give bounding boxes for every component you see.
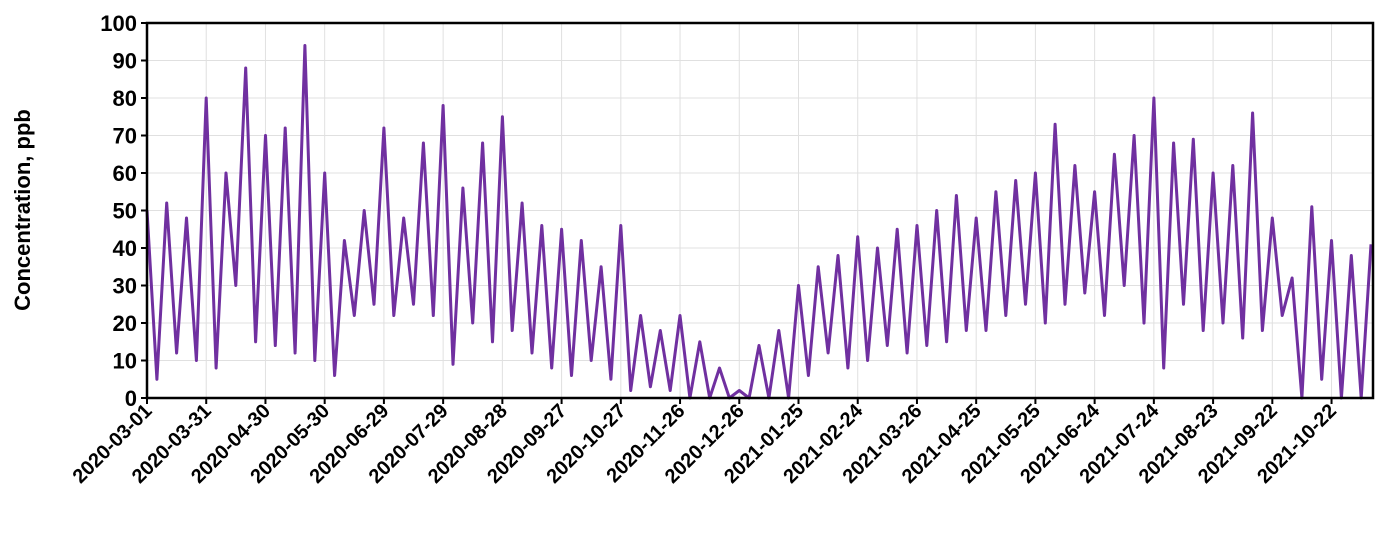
y-tick-label: 60	[113, 161, 137, 186]
y-tick-label: 40	[113, 236, 137, 261]
data-line	[145, 44, 1373, 400]
y-tick-label: 70	[113, 124, 137, 149]
y-tick-label: 0	[125, 386, 137, 411]
y-axis-label: Concentration, ppb	[10, 109, 35, 311]
y-tick-label: 100	[100, 11, 137, 36]
y-tick-label: 30	[113, 274, 137, 299]
y-tick-label: 20	[113, 311, 137, 336]
y-tick-label: 90	[113, 49, 137, 74]
plot-frame	[145, 21, 1375, 400]
y-tick-label: 80	[113, 86, 137, 111]
y-tick-label: 50	[113, 199, 137, 224]
y-tick-label: 10	[113, 349, 137, 374]
